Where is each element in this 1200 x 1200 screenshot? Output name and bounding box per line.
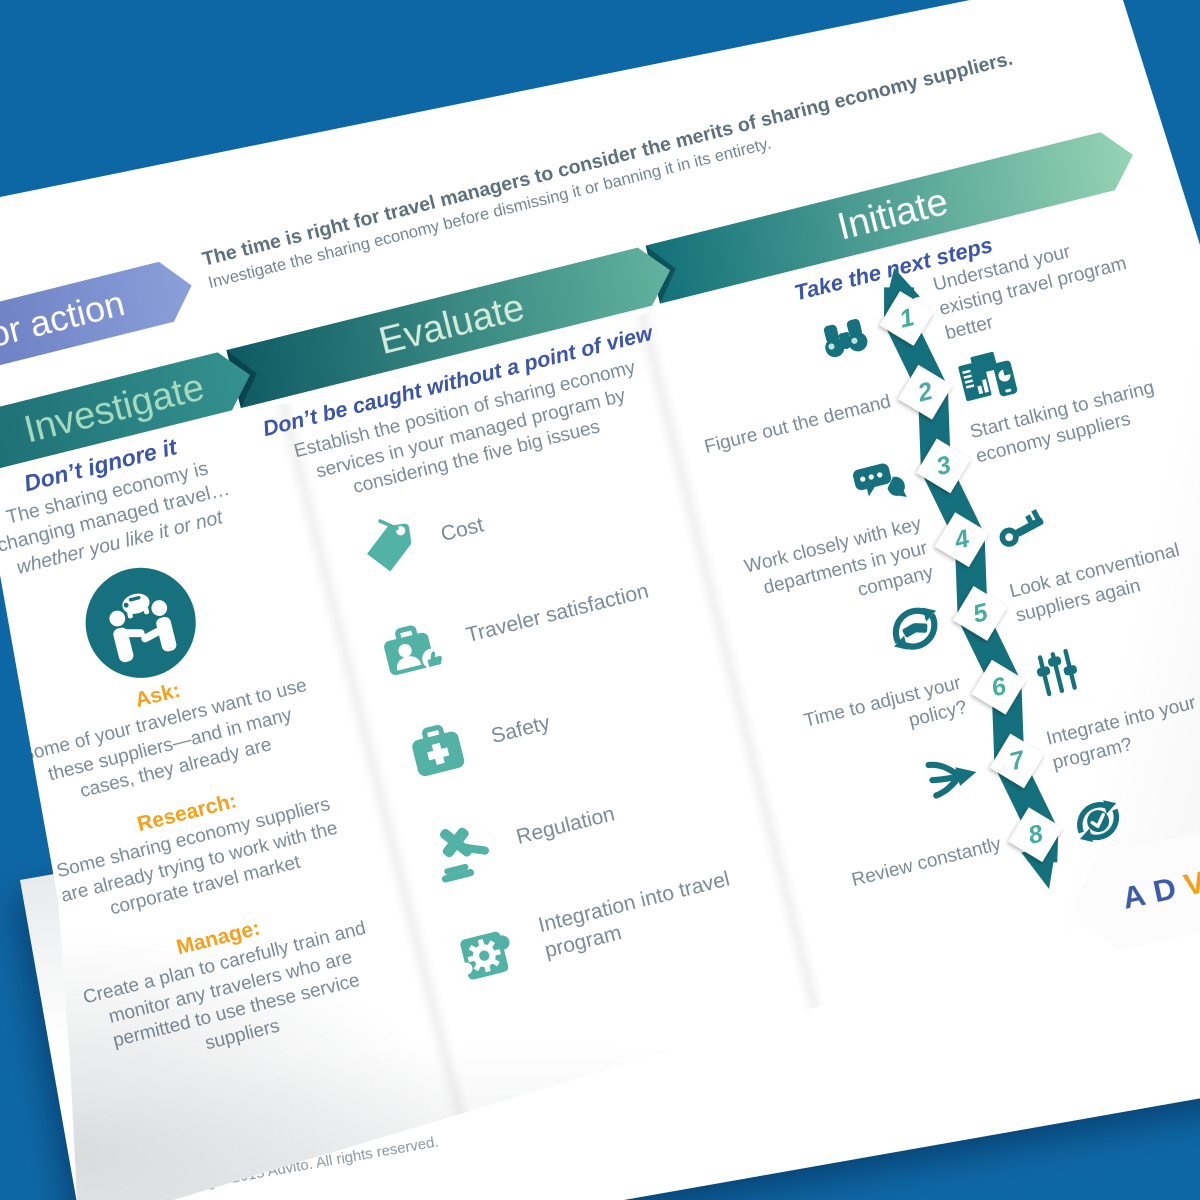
- safety-kit-icon: [412, 724, 465, 777]
- handshake-cycle-icon: [892, 607, 938, 650]
- evaluate-item-label: Traveler satisfaction: [463, 579, 651, 648]
- review-cycle-icon: [1077, 800, 1120, 842]
- ribbon-initiate-label: Initiate: [833, 180, 953, 249]
- key-icon: [999, 509, 1044, 547]
- demand-report-icon: [958, 351, 1018, 402]
- evaluate-item-label: Integration into travel program: [536, 867, 732, 963]
- gavel-icon: [439, 827, 489, 883]
- binoculars-icon: [823, 319, 868, 358]
- action-banner-label: for action: [0, 282, 129, 358]
- puzzle-gear-icon: [460, 931, 510, 980]
- handshake-piggybank-icon: [85, 567, 196, 678]
- advito-logo-text: AD: [1119, 868, 1188, 916]
- ribbon-evaluate-label: Evaluate: [374, 286, 529, 363]
- traveler-satisfaction-icon: [384, 625, 443, 676]
- evaluate-item-label: Safety: [488, 711, 553, 748]
- evaluate-item-label: Cost: [438, 513, 487, 547]
- merge-arrows-icon: [925, 761, 977, 799]
- evaluate-item-label: Regulation: [514, 802, 618, 849]
- price-tag-icon: [367, 519, 412, 572]
- chat-bubbles-icon: [853, 463, 907, 497]
- sliders-icon: [1036, 648, 1078, 697]
